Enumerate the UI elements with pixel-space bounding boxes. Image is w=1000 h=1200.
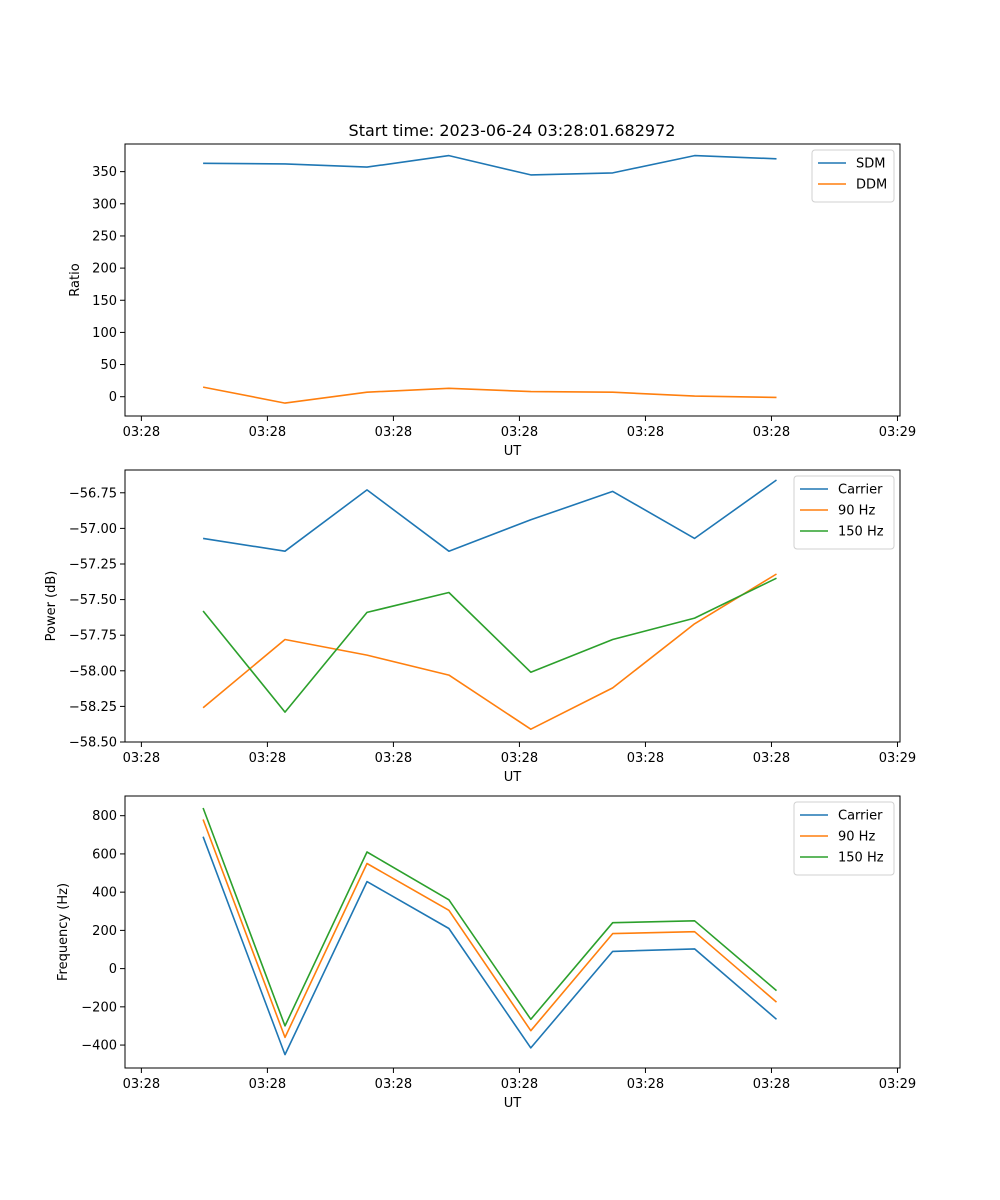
x-tick-label: 03:28 <box>627 425 664 440</box>
y-axis-title: Ratio <box>68 263 83 296</box>
y-tick-label: −57.25 <box>69 557 117 572</box>
y-tick-label: 800 <box>92 809 117 824</box>
series-line-2 <box>202 386 777 404</box>
figure-title: Start time: 2023-06-24 03:28:01.682972 <box>349 121 676 140</box>
legend: Carrier 90 Hz 150 Hz <box>793 801 895 876</box>
x-tick-label: 03:28 <box>249 425 286 440</box>
legend: Carrier 90 Hz 150 Hz <box>793 475 895 550</box>
x-tick-label: 03:28 <box>753 425 790 440</box>
x-tick-label: 03:28 <box>123 751 160 766</box>
y-tick-label: 200 <box>92 924 117 939</box>
legend-label-1: SDM <box>856 157 885 172</box>
y-tick-label: −58.25 <box>69 700 117 715</box>
legend-label-3: 150 Hz <box>838 851 884 866</box>
x-axis-title: UT <box>504 770 522 785</box>
y-tick-label: −57.50 <box>69 593 117 608</box>
legend-label-1: Carrier <box>838 483 883 498</box>
y-axis-title: Power (dB) <box>44 571 59 642</box>
y-tick-label: −58.50 <box>69 736 117 751</box>
y-tick-label: −200 <box>81 1000 117 1015</box>
y-axis-title: Frequency (Hz) <box>56 883 71 981</box>
y-tick-label: 0 <box>109 962 117 977</box>
axes-frame <box>124 469 901 743</box>
subplot-1: 03:28 03:28 03:28 03:28 03:28 03:28 03:29 0 50 10… <box>68 143 916 459</box>
y-tick-label: 0 <box>109 390 117 405</box>
axes-frame <box>124 143 901 417</box>
x-tick-label: 03:28 <box>501 1077 538 1092</box>
x-tick-label: 03:28 <box>249 751 286 766</box>
series-line-1 <box>202 479 777 553</box>
subplot-3: 03:28 03:28 03:28 03:28 03:28 03:28 03:29 −400 −… <box>56 795 916 1111</box>
y-tick-label: −56.75 <box>69 486 117 501</box>
series-line-3 <box>202 807 778 1027</box>
x-tick-label: 03:28 <box>753 751 790 766</box>
x-tick-label: 03:28 <box>375 425 412 440</box>
x-tick-label: 03:28 <box>627 1077 664 1092</box>
series-line-2 <box>202 819 778 1039</box>
y-tick-label: −400 <box>81 1039 117 1054</box>
series-line-1 <box>203 154 777 176</box>
legend-label-2: 90 Hz <box>838 830 875 845</box>
legend-label-2: DDM <box>856 178 887 193</box>
x-tick-label: 03:29 <box>879 1077 916 1092</box>
x-tick-label: 03:28 <box>375 1077 412 1092</box>
x-tick-label: 03:28 <box>627 751 664 766</box>
y-tick-label: 200 <box>92 262 117 277</box>
x-tick-label: 03:28 <box>501 425 538 440</box>
y-tick-label: 250 <box>92 229 117 244</box>
legend-label-2: 90 Hz <box>838 504 875 519</box>
legend: SDM DDM <box>811 149 895 203</box>
x-tick-label: 03:29 <box>879 751 916 766</box>
y-tick-label: 600 <box>92 847 117 862</box>
x-tick-label: 03:28 <box>123 1077 160 1092</box>
y-tick-label: −58.00 <box>69 664 117 679</box>
series-line-2 <box>202 573 777 731</box>
y-tick-label: 50 <box>100 358 117 373</box>
axes-frame <box>124 795 901 1069</box>
y-tick-label: 100 <box>92 326 117 341</box>
x-tick-label: 03:28 <box>123 425 160 440</box>
y-tick-label: 150 <box>92 294 117 309</box>
x-tick-label: 03:28 <box>753 1077 790 1092</box>
x-tick-label: 03:28 <box>249 1077 286 1092</box>
x-tick-label: 03:29 <box>879 425 916 440</box>
y-tick-label: −57.75 <box>69 629 117 644</box>
x-axis-title: UT <box>504 444 522 459</box>
subplot-2: 03:28 03:28 03:28 03:28 03:28 03:28 03:29 −58.5… <box>44 469 916 785</box>
y-tick-label: −57.00 <box>69 522 117 537</box>
x-axis-title: UT <box>504 1096 522 1111</box>
legend-label-1: Carrier <box>838 809 883 824</box>
x-tick-label: 03:28 <box>375 751 412 766</box>
x-tick-label: 03:28 <box>501 751 538 766</box>
y-tick-label: 350 <box>92 165 117 180</box>
y-tick-label: 400 <box>92 886 117 901</box>
legend-label-3: 150 Hz <box>838 525 884 540</box>
series-line-1 <box>202 836 778 1056</box>
series-line-3 <box>202 577 777 713</box>
y-tick-label: 300 <box>92 197 117 212</box>
